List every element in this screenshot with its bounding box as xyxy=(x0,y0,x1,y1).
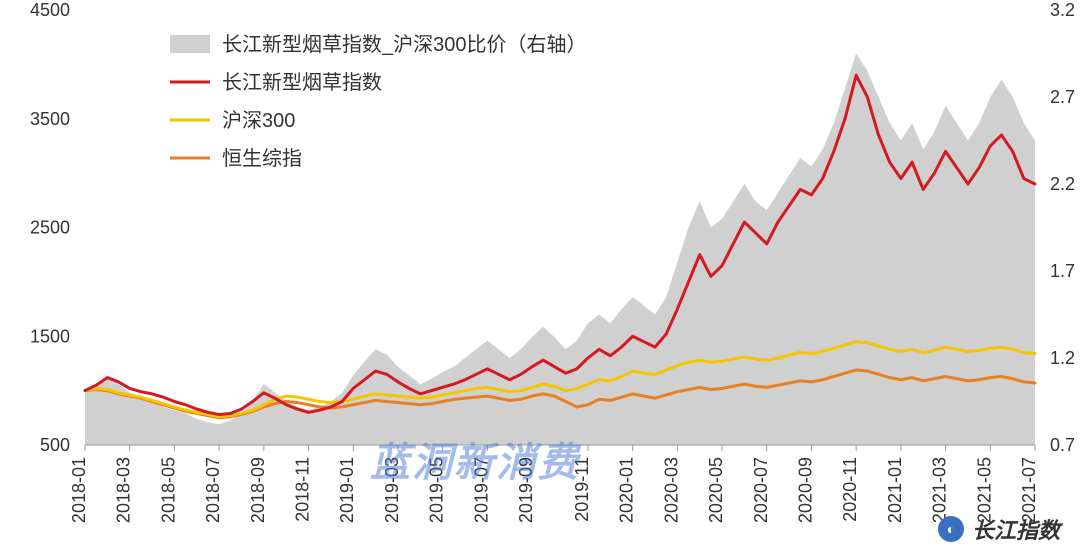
x-tick-label: 2020-05 xyxy=(706,457,726,523)
chart-container: 2018-01 2018-03 2018-05 2018-07 2018-09 2018-… xyxy=(0,0,1080,555)
legend-swatch xyxy=(170,35,210,53)
y-right-tick-label: 1.2 xyxy=(1050,348,1075,368)
x-tick-label: 2018-11 xyxy=(293,457,313,522)
y-right-tick-label: 3.2 xyxy=(1050,0,1075,20)
x-tick-label: 2018-05 xyxy=(158,457,178,523)
x-tick-label: 2019-11 xyxy=(572,457,592,522)
x-tick-label: 2019-09 xyxy=(516,457,536,523)
x-tick-label: 2021-01 xyxy=(885,457,905,523)
y-right-tick-label: 0.7 xyxy=(1050,435,1075,455)
y-left-tick-label: 3500 xyxy=(30,109,70,129)
x-tick-label: 2020-03 xyxy=(661,457,681,523)
legend-label: 长江新型烟草指数_沪深300比价（右轴） xyxy=(222,33,587,56)
y-right-tick-label: 2.7 xyxy=(1050,87,1075,107)
legend-label: 沪深300 xyxy=(222,109,295,132)
x-tick-label: 2020-07 xyxy=(751,457,771,523)
x-tick-label: 2018-01 xyxy=(69,457,89,523)
legend-label: 长江新型烟草指数 xyxy=(222,71,382,94)
chart-svg: 2018-01 2018-03 2018-05 2018-07 2018-09 2018-… xyxy=(0,0,1080,555)
y-right-tick-label: 1.7 xyxy=(1050,261,1075,281)
y-left-tick-label: 500 xyxy=(40,435,70,455)
legend-label: 恒生综指 xyxy=(222,147,302,170)
y-left-tick-label: 2500 xyxy=(30,218,70,238)
x-tick-label: 2018-09 xyxy=(248,457,268,523)
x-tick-label: 2021-03 xyxy=(930,457,950,523)
x-tick-label: 2018-07 xyxy=(203,457,223,523)
y-right-tick-label: 2.2 xyxy=(1050,174,1075,194)
x-tick-label: 2019-01 xyxy=(337,457,357,523)
x-tick-label: 2019-03 xyxy=(382,457,402,523)
x-tick-label: 2018-03 xyxy=(114,457,134,523)
x-tick-label: 2020-09 xyxy=(795,457,815,523)
x-tick-label: 2021-05 xyxy=(974,457,994,523)
x-tick-label: 2020-11 xyxy=(840,457,860,522)
x-tick-label: 2021-07 xyxy=(1019,457,1039,523)
x-tick-label: 2019-05 xyxy=(427,457,447,523)
y-left-tick-label: 1500 xyxy=(30,326,70,346)
x-tick-label: 2020-01 xyxy=(617,457,637,523)
y-left-tick-label: 4500 xyxy=(30,0,70,20)
x-tick-label: 2019-07 xyxy=(471,457,491,523)
